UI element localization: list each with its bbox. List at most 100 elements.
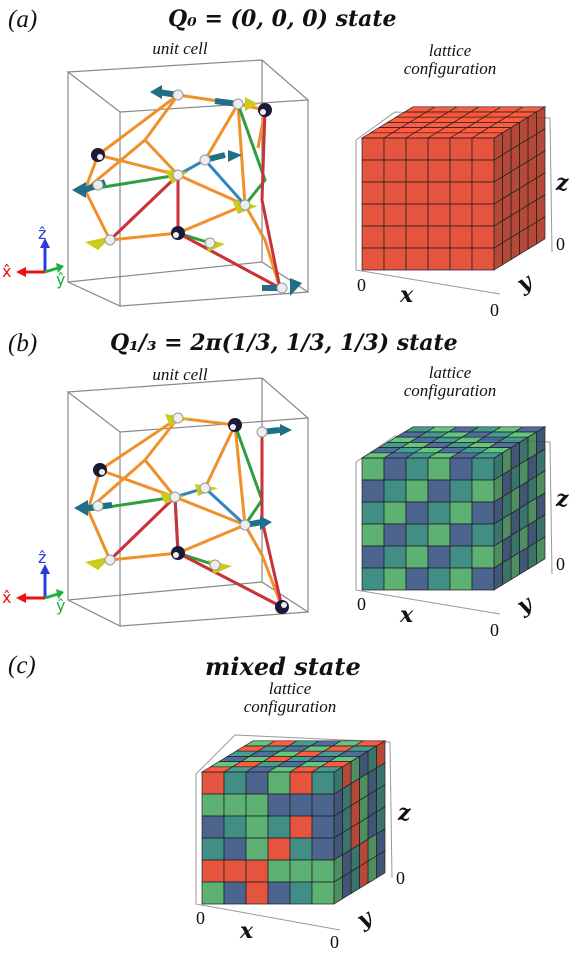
triad-y-label: ŷ <box>56 596 66 615</box>
panel-c-lattice <box>200 740 387 905</box>
lattice-front-cell <box>427 567 451 591</box>
lattice-front-cell <box>289 771 313 795</box>
lattice-front-cell <box>383 225 407 249</box>
spin-dark-icon <box>275 600 289 614</box>
spin-yellow-icon <box>204 237 225 252</box>
lattice-front-cell <box>405 159 429 183</box>
panel-c-axis-z: z <box>398 800 411 826</box>
triad-z-label: ẑ <box>38 224 47 243</box>
lattice-front-cell <box>405 203 429 227</box>
spin-yellow-icon <box>195 482 218 496</box>
lattice-label-line2: configuration <box>403 59 497 78</box>
panel-c-lattice-label: lattice configuration <box>200 680 380 716</box>
lattice-front-cell <box>311 837 335 861</box>
lattice-front-cell <box>361 203 385 227</box>
lattice-front-cell <box>223 859 247 883</box>
lattice-front-cell <box>311 771 335 795</box>
lattice-front-cell <box>383 457 407 481</box>
lattice-front-cell <box>245 815 269 839</box>
lattice-front-cell <box>449 225 473 249</box>
panel-a-label: (a) <box>8 6 38 33</box>
lattice-front-cell <box>471 479 495 503</box>
spin-dark-icon <box>91 148 105 162</box>
lattice-front-cell <box>383 247 407 271</box>
lattice-front-cell <box>449 545 473 569</box>
lattice-side-cell <box>519 546 529 576</box>
panel-b-spins <box>74 412 292 614</box>
lattice-front-cell <box>267 793 291 817</box>
spin-dark-icon <box>93 463 107 477</box>
lattice-front-cell <box>289 881 313 905</box>
lattice-front-cell <box>449 181 473 205</box>
panel-a-tick-y0: 0 <box>490 300 499 320</box>
lattice-front-cell <box>361 181 385 205</box>
lattice-front-cell <box>361 545 385 569</box>
lattice-front-cell <box>471 523 495 547</box>
panel-c-tick-x0: 0 <box>196 908 205 928</box>
lattice-front-cell <box>427 501 451 525</box>
lattice-side-cell <box>359 860 369 890</box>
triad-z-label: ẑ <box>38 548 47 567</box>
lattice-label-line1: lattice <box>268 679 312 698</box>
lattice-side-cell <box>536 216 546 245</box>
lattice-front-cell <box>427 247 451 271</box>
panel-b-axis-z: z <box>556 486 569 512</box>
lattice-front-cell <box>471 159 495 183</box>
lattice-front-cell <box>405 181 429 205</box>
spin-dark-icon <box>171 546 185 560</box>
panel-b-bonds <box>86 416 284 609</box>
spin-dark-icon <box>228 418 242 432</box>
lattice-front-cell <box>223 771 247 795</box>
spin-teal-icon <box>262 278 302 296</box>
lattice-front-cell <box>267 881 291 905</box>
lattice-label-line1: lattice <box>428 41 472 60</box>
spin-dark-icon <box>258 103 272 117</box>
lattice-front-cell <box>289 837 313 861</box>
panel-b-lattice <box>360 426 547 591</box>
lattice-front-cell <box>311 793 335 817</box>
lattice-side-cell <box>536 536 546 565</box>
lattice-front-cell <box>427 545 451 569</box>
lattice-front-cell <box>449 159 473 183</box>
panel-b-axis-x: x <box>400 602 414 628</box>
panel-b-label: (b) <box>8 330 38 357</box>
lattice-front-cell <box>361 501 385 525</box>
lattice-front-cell <box>245 881 269 905</box>
panel-b-title: Q₁/₃ = 2π(1/3, 1/3, 1/3) state <box>110 330 458 356</box>
lattice-front-cell <box>449 523 473 547</box>
lattice-front-cell <box>267 837 291 861</box>
lattice-front-cell <box>383 567 407 591</box>
spin-yellow-icon <box>160 491 185 504</box>
lattice-front-cell <box>471 203 495 227</box>
spin-yellow-icon <box>165 412 190 426</box>
lattice-side-cell <box>376 850 386 879</box>
lattice-front-cell <box>361 137 385 161</box>
lattice-front-cell <box>361 479 385 503</box>
lattice-front-cell <box>289 815 313 839</box>
lattice-front-cell <box>201 793 225 817</box>
lattice-front-cell <box>223 815 247 839</box>
lattice-front-cell <box>471 137 495 161</box>
panel-a-tick-z0: 0 <box>556 234 565 254</box>
panel-a-bonds <box>83 93 282 290</box>
lattice-front-cell <box>405 479 429 503</box>
triad-x-label: x̂ <box>2 262 12 281</box>
lattice-label-line1: lattice <box>428 363 472 382</box>
lattice-front-cell <box>223 793 247 817</box>
lattice-front-cell <box>311 815 335 839</box>
lattice-front-cell <box>383 203 407 227</box>
panel-a-lattice-label: lattice configuration <box>360 42 540 78</box>
lattice-front-cell <box>427 203 451 227</box>
lattice-label-line2: configuration <box>403 381 497 400</box>
lattice-side-cell <box>350 865 360 895</box>
lattice-side-cell <box>502 236 512 266</box>
lattice-front-cell <box>201 771 225 795</box>
spin-teal-icon <box>214 97 258 111</box>
lattice-front-cell <box>383 545 407 569</box>
spin-yellow-icon <box>208 559 232 574</box>
spin-yellow-icon <box>85 234 116 250</box>
lattice-front-cell <box>383 479 407 503</box>
lattice-front-cell <box>289 793 313 817</box>
panel-a-axis-x: x <box>400 282 414 308</box>
panel-c-title: mixed state <box>205 652 361 681</box>
